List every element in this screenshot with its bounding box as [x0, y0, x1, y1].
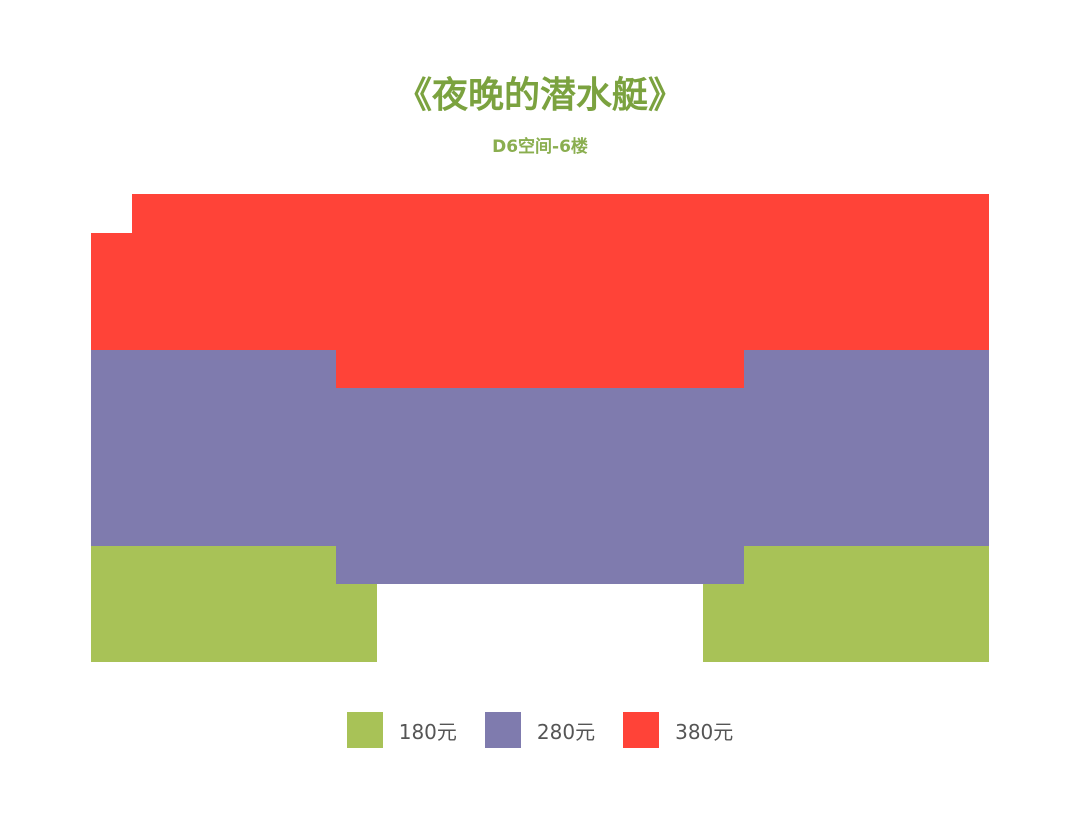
legend-item-280: 280元: [484, 712, 596, 748]
legend-label: 280元: [536, 719, 596, 744]
legend: 180元 280元 380元: [0, 712, 1080, 748]
zone-280[interactable]: [91, 350, 989, 584]
page-title: 《夜晚的潜水艇》: [395, 75, 684, 116]
legend-label: 380元: [675, 719, 734, 744]
legend-swatch: [346, 712, 383, 748]
venue-subtitle: D6空间-6楼: [492, 137, 588, 157]
zone-180-left[interactable]: [91, 546, 377, 662]
legend-swatch: [623, 712, 660, 748]
zone-380[interactable]: [91, 194, 989, 388]
legend-label: 180元: [398, 719, 457, 744]
legend-swatch: [484, 712, 521, 748]
zone-180-right[interactable]: [703, 546, 989, 662]
legend-item-180: 180元: [346, 712, 457, 748]
legend-item-380: 380元: [623, 712, 733, 748]
